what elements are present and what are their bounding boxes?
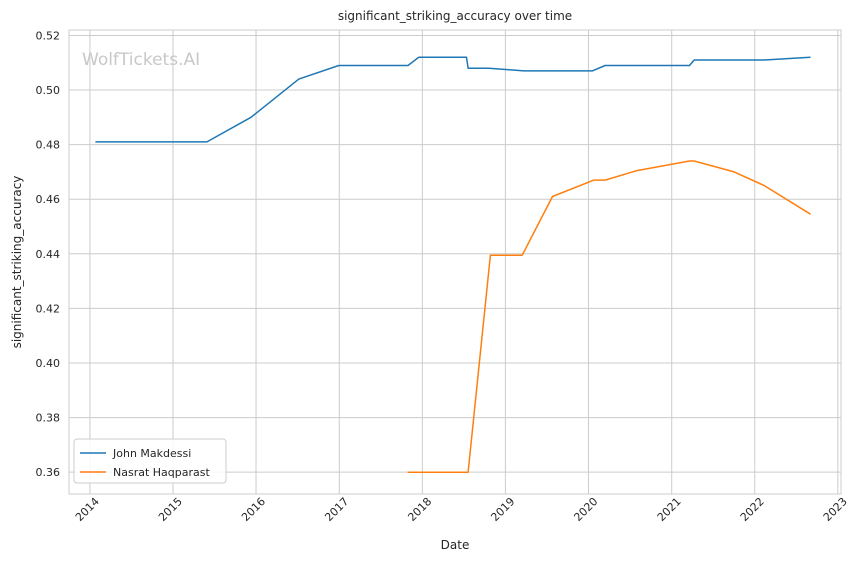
x-tick-label: 2014 xyxy=(73,495,102,524)
x-tick-label: 2018 xyxy=(405,495,434,524)
plot-frame xyxy=(68,29,842,495)
x-tick-label: 2020 xyxy=(571,495,600,524)
y-tick-label: 0.36 xyxy=(36,466,61,479)
series-lines xyxy=(95,56,811,473)
chart-title: significant_striking_accuracy over time xyxy=(338,9,572,23)
y-axis-label: significant_striking_accuracy xyxy=(10,176,24,349)
x-tick-label: 2017 xyxy=(322,495,351,524)
legend: John Makdessi Nasrat Haqparast xyxy=(73,438,227,484)
y-axis-ticks: 0.36 0.38 0.40 0.42 0.44 0.46 0.48 0.50 0.52 xyxy=(36,29,61,479)
y-tick-label: 0.46 xyxy=(36,193,61,206)
legend-box xyxy=(73,438,227,484)
x-axis-ticks: 2014 2015 2016 2017 2018 2019 2020 2021 2022 2023 xyxy=(73,495,850,524)
y-tick-label: 0.48 xyxy=(36,139,61,152)
x-axis-label: Date xyxy=(441,538,470,552)
x-tick-label: 2019 xyxy=(488,495,517,524)
x-tick-label: 2022 xyxy=(738,495,767,524)
x-tick-label: 2015 xyxy=(156,495,185,524)
y-tick-label: 0.44 xyxy=(36,248,61,261)
y-tick-label: 0.42 xyxy=(36,302,61,315)
legend-label-john-makdessi: John Makdessi xyxy=(112,447,191,460)
grid-lines xyxy=(69,30,841,494)
x-tick-label: 2023 xyxy=(821,495,850,524)
plot-background xyxy=(69,30,841,494)
y-tick-label: 0.50 xyxy=(36,84,61,97)
series-line-1 xyxy=(407,160,811,473)
y-tick-label: 0.52 xyxy=(36,29,61,42)
y-tick-label: 0.38 xyxy=(36,412,61,425)
watermark: WolfTickets.AI xyxy=(82,50,200,70)
x-tick-label: 2016 xyxy=(239,495,268,524)
x-tick-label: 2021 xyxy=(655,495,684,524)
legend-label-nasrat-haqparast: Nasrat Haqparast xyxy=(113,466,210,479)
series-line-0 xyxy=(95,56,811,143)
y-tick-label: 0.40 xyxy=(36,357,61,370)
